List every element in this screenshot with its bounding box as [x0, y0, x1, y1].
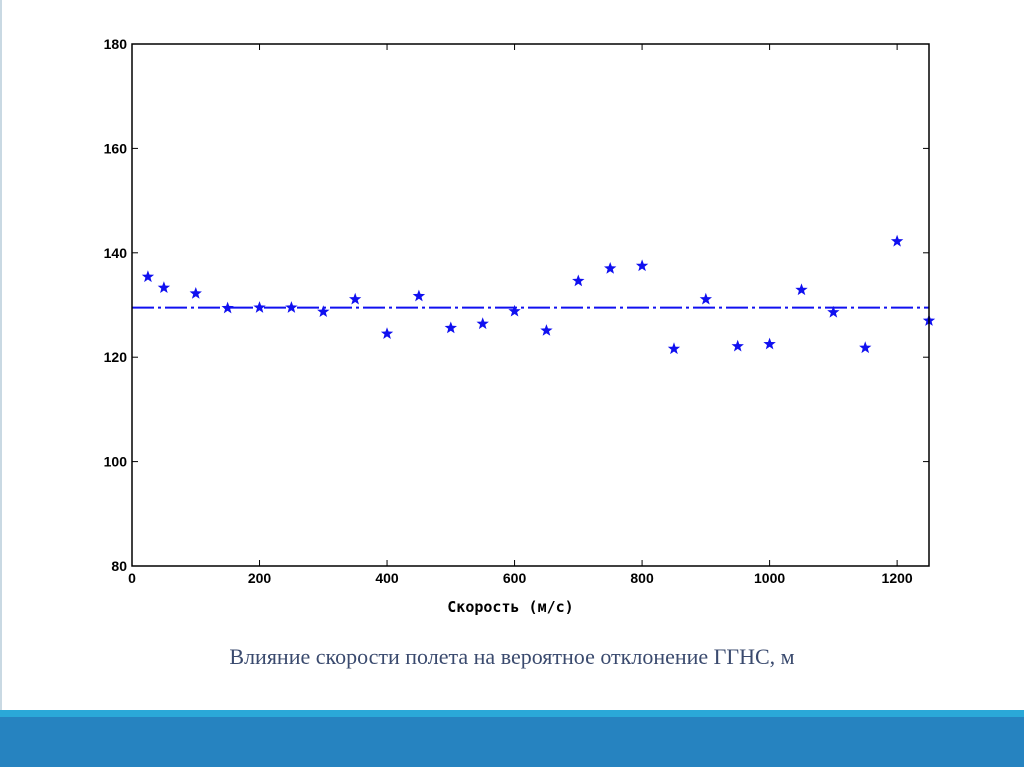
data-point [731, 339, 744, 352]
data-point [476, 317, 489, 330]
data-point [540, 324, 553, 336]
data-point [604, 262, 617, 274]
y-tick-label: 100 [104, 454, 128, 470]
x-tick-label: 0 [128, 570, 136, 586]
footer-band-light [0, 710, 1024, 717]
y-tick-label: 160 [104, 140, 128, 156]
y-tick-label: 80 [111, 558, 127, 574]
data-point [317, 305, 330, 317]
data-point [890, 234, 904, 247]
plot-frame [131, 43, 930, 567]
data-point [508, 304, 521, 317]
data-point [189, 287, 202, 299]
x-tick-label: 1000 [754, 570, 785, 586]
slide-caption: Влияние скорости полета на вероятное отк… [229, 644, 795, 669]
x-tick-label: 1200 [882, 570, 913, 586]
data-point [380, 327, 394, 339]
data-point [827, 305, 840, 318]
data-point [635, 259, 649, 272]
data-point [444, 321, 457, 334]
data-point [667, 342, 681, 355]
left-border-rule [0, 0, 2, 710]
x-tick-label: 200 [248, 570, 272, 586]
data-point [699, 292, 712, 305]
chart-ticks: 0 200 400 600 800 1000 1200 80 100 120 140 160 180 [104, 36, 929, 586]
scatter-chart: 0 200 400 600 800 1000 1200 80 100 120 140 160 180 С… [104, 36, 936, 616]
data-point [253, 301, 266, 313]
x-tick-label: 600 [503, 570, 527, 586]
data-point [349, 292, 362, 305]
data-point [285, 301, 298, 313]
y-tick-label: 140 [104, 245, 128, 261]
chart-marks [132, 234, 936, 355]
x-tick-label: 400 [375, 570, 399, 586]
data-point [795, 283, 808, 296]
footer-band-dark [0, 717, 1024, 767]
x-tick-label: 800 [630, 570, 654, 586]
y-tick-label: 120 [104, 349, 128, 365]
data-point [412, 289, 426, 302]
data-point [157, 281, 171, 293]
data-point [141, 270, 155, 283]
data-point [221, 301, 234, 314]
y-tick-label: 180 [104, 36, 128, 52]
data-point [763, 337, 776, 350]
x-axis-label: Скорость (м/с) [447, 598, 573, 616]
data-point [859, 341, 872, 354]
data-point [572, 274, 585, 287]
